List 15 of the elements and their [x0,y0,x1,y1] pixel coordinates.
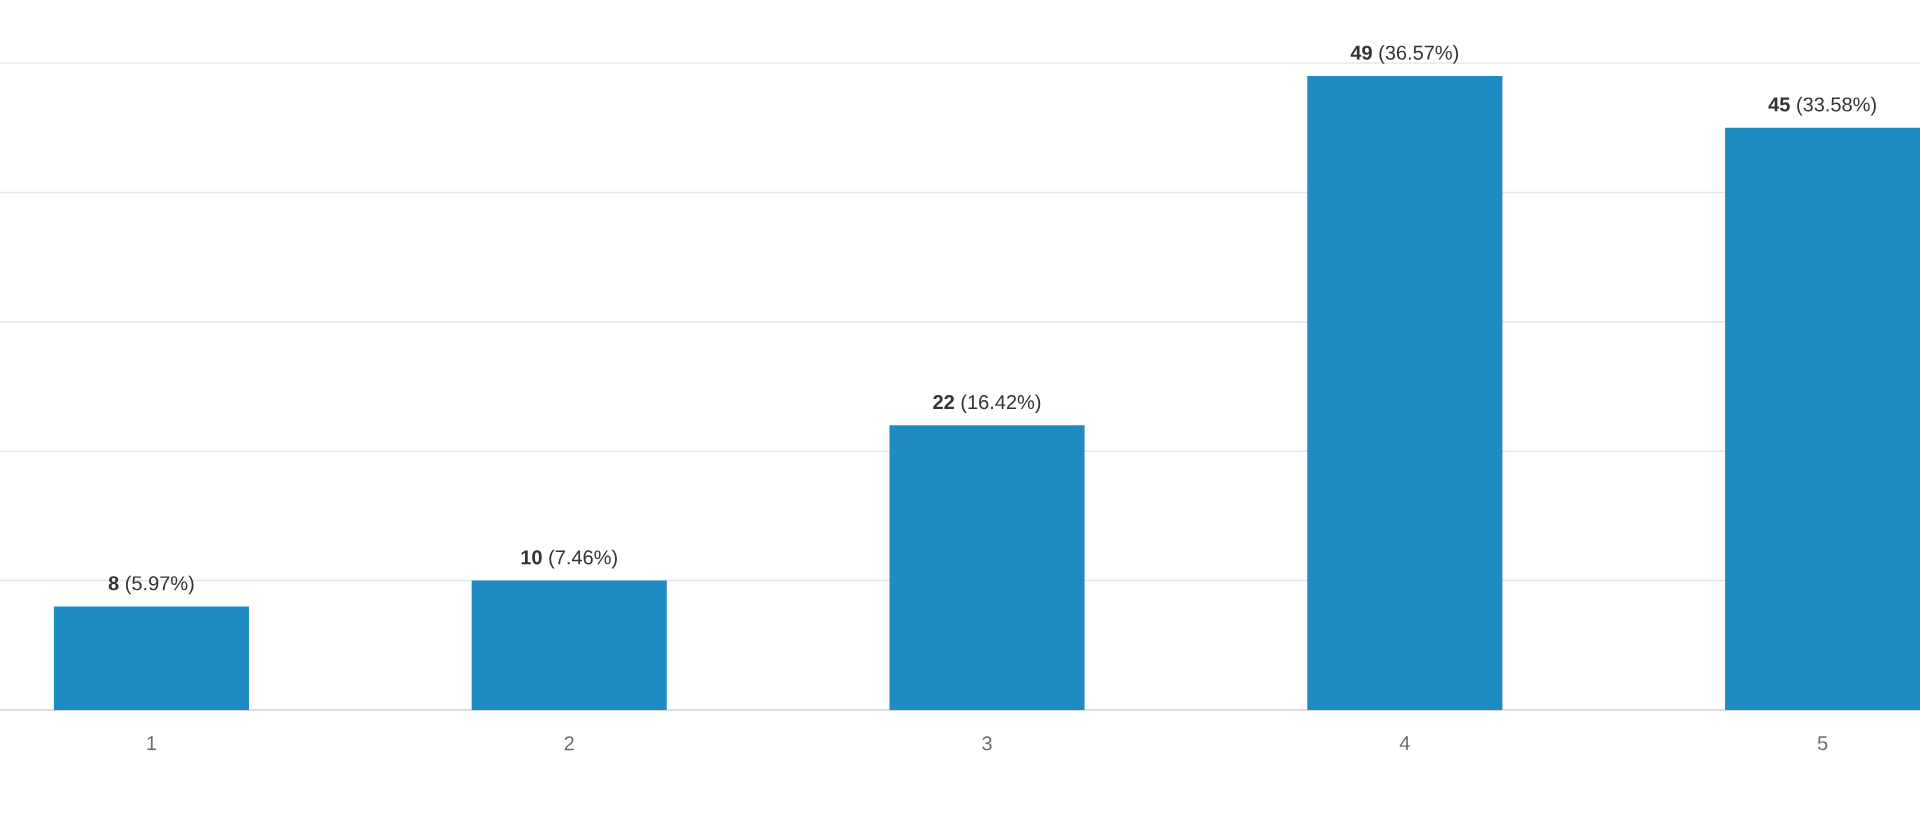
data-label: 8 (5.97%) [108,575,194,595]
data-label: 22 (16.42%) [933,394,1041,414]
x-tick-label: 4 [1399,736,1410,750]
data-label: 10 (7.46%) [521,549,617,569]
bar [471,580,667,710]
x-tick-label: 1 [147,736,156,750]
x-tick-label: 2 [564,736,574,751]
data-label: 49 (36.57%) [1350,45,1459,64]
x-tick-label: 5 [1817,736,1828,751]
bar [1307,75,1503,710]
bar [889,425,1085,710]
bar [53,606,249,710]
x-tick-label: 3 [982,736,992,751]
data-label: 45 (33.58%) [1768,96,1876,116]
bar [1725,127,1920,710]
